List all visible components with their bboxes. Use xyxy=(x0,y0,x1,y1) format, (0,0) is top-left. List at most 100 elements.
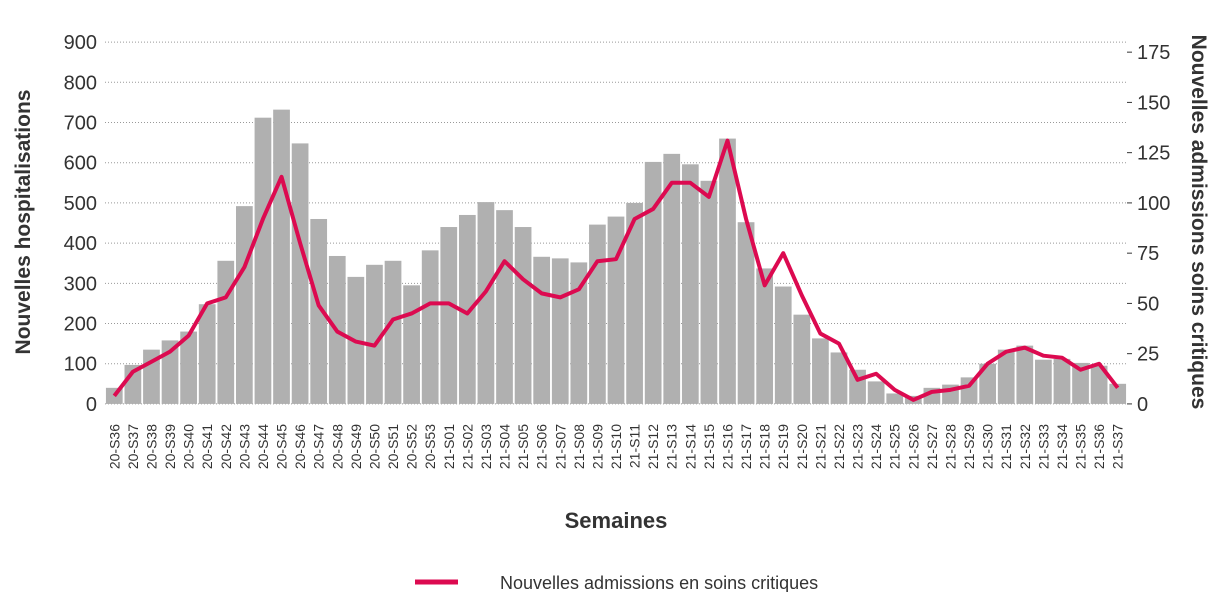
x-tick-label: 21-S15 xyxy=(701,424,717,469)
y2-tick-label: 25 xyxy=(1137,344,1159,366)
x-tick-label: 21-S13 xyxy=(664,424,680,469)
bar xyxy=(589,224,606,404)
x-tick-label: 20-S45 xyxy=(274,424,290,469)
x-tick-label: 21-S37 xyxy=(1110,424,1126,469)
y2-tick-label: 50 xyxy=(1137,293,1159,315)
bar xyxy=(496,210,513,404)
bar xyxy=(366,264,383,404)
bar xyxy=(756,268,774,404)
bar xyxy=(719,138,736,404)
bar xyxy=(533,256,551,404)
bar xyxy=(997,349,1015,404)
x-tick-label: 21-S16 xyxy=(719,424,735,469)
x-tick-label: 21-S35 xyxy=(1073,424,1089,469)
x-axis-label: Semaines xyxy=(565,508,668,533)
x-tick-label: 21-S21 xyxy=(812,424,828,469)
line xyxy=(112,138,1120,402)
bar xyxy=(1072,362,1089,404)
x-tick-label: 20-S49 xyxy=(348,424,364,469)
x-tick-label: 20-S39 xyxy=(162,424,178,469)
bar xyxy=(626,202,643,404)
x-tick-label: 20-S52 xyxy=(404,424,420,469)
y2-tick-label: 125 xyxy=(1137,143,1170,165)
x-tick-label: 21-S30 xyxy=(980,424,996,469)
x-tick-label: 21-S22 xyxy=(831,424,847,469)
x-tick-label: 21-S19 xyxy=(775,424,791,469)
bar xyxy=(273,109,290,404)
bar xyxy=(180,331,197,404)
x-tick-label: 20-S41 xyxy=(199,424,215,469)
bar xyxy=(291,143,309,404)
x-tick-label: 20-S50 xyxy=(366,424,382,469)
x-tick-label: 21-S03 xyxy=(478,424,494,469)
x-tick-label: 21-S23 xyxy=(850,424,866,469)
y-tick-label: 100 xyxy=(64,354,97,376)
bar xyxy=(830,352,848,404)
y2-axis-label: Nouvelles admissions soins critiques xyxy=(1187,35,1210,410)
y-tick-label: 200 xyxy=(64,314,97,336)
x-tick-label: 20-S46 xyxy=(292,424,308,469)
y-axis-label: Nouvelles hospitalisations xyxy=(12,90,35,355)
bar xyxy=(812,338,829,404)
bar xyxy=(1109,383,1127,404)
bar xyxy=(477,202,495,404)
x-tick-label: 21-S18 xyxy=(757,424,773,469)
bar xyxy=(217,260,235,404)
x-tick-label: 21-S09 xyxy=(589,424,605,469)
y2-tick-label: 100 xyxy=(1137,193,1170,215)
bar xyxy=(681,164,699,404)
x-tick-label: 21-S08 xyxy=(571,424,587,469)
bar xyxy=(1053,358,1071,404)
x-tick-label: 20-S53 xyxy=(422,424,438,469)
bar xyxy=(310,218,328,404)
x-tick-label: 21-S04 xyxy=(497,424,513,469)
x-tick-label: 21-S26 xyxy=(905,424,921,469)
bar xyxy=(886,393,904,404)
y-tick-label: 400 xyxy=(64,233,97,255)
x-tick-label: 21-S31 xyxy=(998,424,1014,469)
x-tick-label: 21-S12 xyxy=(645,424,661,469)
x-tick-label: 20-S44 xyxy=(255,424,271,469)
bar xyxy=(663,153,681,404)
x-tick-label: 20-S42 xyxy=(218,424,234,469)
x-tick-label: 20-S48 xyxy=(329,424,345,469)
x-tick-label: 21-S07 xyxy=(552,424,568,469)
bar xyxy=(236,206,253,404)
x-tick-label: 20-S36 xyxy=(106,424,122,469)
bar xyxy=(774,286,792,404)
bar xyxy=(421,250,439,404)
x-tick-label: 21-S06 xyxy=(534,424,550,469)
legend-label: Nouvelles admissions en soins critiques xyxy=(500,573,818,592)
x-tick-label: 20-S43 xyxy=(236,424,252,469)
x-tick-label: 21-S33 xyxy=(1035,424,1051,469)
y-tick-label: 0 xyxy=(86,394,97,416)
x-tick-label: 21-S20 xyxy=(794,424,810,469)
x-tick-label: 21-S14 xyxy=(682,424,698,469)
y2-tick-label: 75 xyxy=(1137,243,1159,265)
x-tick-label: 20-S38 xyxy=(143,424,159,469)
x-tick-label: 21-S17 xyxy=(738,424,754,469)
x-tick-label: 21-S28 xyxy=(942,424,958,469)
bar xyxy=(1035,359,1052,404)
bar xyxy=(849,369,866,404)
x-tick-label: 20-S51 xyxy=(385,424,401,469)
x-tick-label: 21-S36 xyxy=(1091,424,1107,469)
x-tick-label: 21-S29 xyxy=(961,424,977,469)
bar xyxy=(161,340,179,404)
x-tick-label: 21-S11 xyxy=(627,424,643,468)
y-tick-label: 700 xyxy=(64,113,97,135)
x-tick-label: 20-S40 xyxy=(181,424,197,469)
bar xyxy=(644,161,662,404)
x-tick-label: 21-S32 xyxy=(1017,424,1033,469)
y-tick-label: 600 xyxy=(64,153,97,175)
bar xyxy=(570,262,588,404)
x-tick-label: 21-S10 xyxy=(608,424,624,469)
bar xyxy=(979,363,996,404)
x-tick-label: 21-S05 xyxy=(515,424,531,469)
y-tick-label: 900 xyxy=(64,32,97,54)
bar xyxy=(198,304,216,404)
x-tick-label: 21-S34 xyxy=(1054,424,1070,469)
x-tick-label: 21-S25 xyxy=(887,424,903,469)
bar xyxy=(867,381,885,404)
